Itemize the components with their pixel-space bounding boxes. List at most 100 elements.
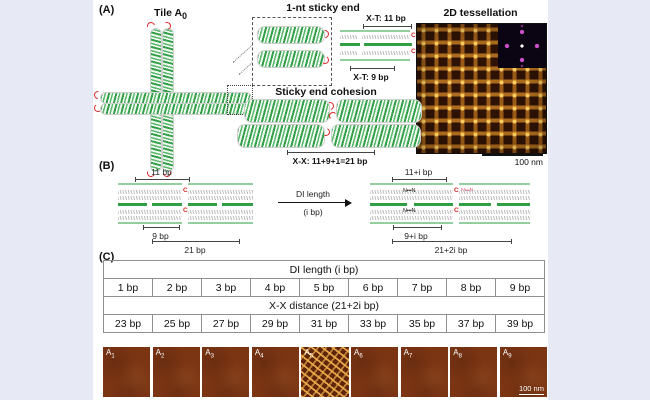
cohesion-title: Sticky end cohesion: [275, 86, 377, 98]
strand-block: [370, 183, 453, 224]
table-row-xx-header: X-X distance (21+2i bp): [103, 296, 545, 315]
arrow-shaft: [278, 202, 346, 203]
dna-strand-line: [370, 183, 453, 185]
tessellation-scale-label: 100 nm: [514, 157, 543, 167]
afm-tile-a5: A5: [301, 347, 349, 397]
cohesion-helix: [244, 99, 330, 123]
dna-strand-hatch: [188, 196, 253, 200]
dna-strand-hatch: [118, 196, 182, 200]
measure-9bp-bracket: [143, 225, 180, 230]
inset-helix: [257, 26, 325, 44]
strand-block: [118, 183, 182, 224]
dna-strand-hatch: [459, 196, 530, 200]
dna-strand-hatch: [118, 190, 182, 194]
strand-block: [459, 183, 530, 224]
dna-strand-bar: [364, 43, 412, 46]
dna-strand-line: [188, 183, 253, 185]
di-value-cell: 7 bp: [397, 278, 447, 297]
dna-strand-line: [118, 222, 182, 224]
di-header-cell: DI length (i bp): [103, 260, 545, 279]
measure-21bp-label: 21 bp: [184, 245, 206, 255]
di-n-dots: N•••N: [403, 188, 416, 194]
xx-header-cell: X-X distance (21+2i bp): [103, 296, 545, 315]
sticky-end-c: C: [183, 187, 188, 194]
cohesion-bracket: [287, 150, 375, 155]
xx-value-cell: 31 bp: [299, 314, 349, 333]
xx-value-cell: 39 bp: [495, 314, 545, 333]
dna-strand-hatch: [340, 51, 358, 55]
tessellation-scalebar: [482, 153, 543, 156]
sticky-end-hook: [329, 112, 337, 120]
xx-value-cell: 23 bp: [103, 314, 153, 333]
dna-strand-line: [340, 30, 410, 32]
dna-strand-hatch: [459, 210, 530, 214]
dna-strand-bar: [151, 203, 182, 206]
afm-tile-label: A8: [453, 348, 462, 360]
strand-block: [188, 183, 253, 224]
dna-strand-line: [370, 222, 453, 224]
di-n-dots: N•••N: [403, 208, 416, 214]
afm-tile-label: A7: [403, 348, 413, 360]
dna-strand-hatch: [188, 210, 253, 214]
xx-value-cell: 25 bp: [152, 314, 202, 333]
dna-strand-bar: [188, 203, 218, 206]
dna-strand-hatch: [340, 35, 358, 39]
afm-tile-a3: A3: [202, 347, 250, 397]
tile-a0-title: Tile A0: [143, 7, 198, 21]
afm-tile-a2: A2: [152, 347, 200, 397]
xx-value-cell: 33 bp: [348, 314, 398, 333]
dna-strand-hatch: [362, 51, 410, 55]
di-table: DI length (i bp) 1 bp 2 bp 3 bp 4 bp 5 b…: [103, 260, 545, 333]
tessellation-afm-image: [416, 23, 547, 154]
afm-tile-a9: A9 100 nm: [499, 347, 547, 397]
dna-strand-bar: [496, 203, 530, 206]
measure-21-2i-bracket: [392, 239, 512, 244]
sticky-end-c: C: [411, 48, 416, 55]
measure-9i-label: 9+i bp: [404, 231, 428, 241]
dna-strand-hatch: [370, 210, 453, 214]
dna-strand-line: [118, 183, 182, 185]
afm-tile-a6: A6: [351, 347, 399, 397]
measure-9i-bracket: [393, 225, 442, 230]
afm-tile-a4: A4: [251, 347, 299, 397]
sticky-end-c: C: [411, 32, 416, 39]
measure-9bp-label: 9 bp: [152, 231, 169, 241]
tile-a0-title-sub: 0: [182, 11, 187, 22]
measure-11i-label: 11+i bp: [404, 167, 433, 177]
dna-strand-hatch: [118, 210, 182, 214]
afm-tile-a8: A8: [450, 347, 498, 397]
panel-b-label: (B): [99, 160, 115, 172]
cohesion-helix: [331, 124, 421, 148]
di-value-cell: 4 bp: [250, 278, 300, 297]
afm-scale-label: 100 nm: [518, 384, 544, 395]
dna-strand-bar: [413, 203, 453, 206]
dna-strand-hatch: [370, 216, 453, 220]
dna-strand-hatch: [362, 35, 410, 39]
dna-strand-line: [188, 222, 253, 224]
xx-value-cell: 35 bp: [397, 314, 447, 333]
table-row-di-values: 1 bp 2 bp 3 bp 4 bp 5 bp 6 bp 7 bp 8 bp …: [103, 278, 545, 297]
xt-9bp-bracket: [350, 66, 395, 71]
sticky-end-c: C: [183, 207, 188, 214]
table-row-xx-values: 23 bp 25 bp 27 bp 29 bp 31 bp 33 bp 35 b…: [103, 314, 545, 333]
dna-strand-hatch: [370, 190, 453, 194]
di-value-cell: 9 bp: [495, 278, 545, 297]
dna-strand-hatch: [459, 190, 530, 194]
sticky-end-c: C: [454, 207, 459, 214]
dna-strand-hatch: [118, 216, 182, 220]
measure-21bp-bracket: [152, 239, 240, 244]
dna-strand-line: [340, 59, 410, 61]
table-row-di-header: DI length (i bp): [103, 260, 545, 279]
afm-tile-label: A5: [304, 348, 314, 360]
dna-strand-hatch: [188, 190, 253, 194]
dna-strand-bar: [118, 203, 147, 206]
xx-value-cell: 29 bp: [250, 314, 300, 333]
dna-strand-line: [459, 222, 530, 224]
di-value-cell: 5 bp: [299, 278, 349, 297]
di-value-cell: 2 bp: [152, 278, 202, 297]
measure-21-2i-label: 21+2i bp: [434, 245, 468, 255]
dna-strand-hatch: [370, 196, 453, 200]
afm-tile-a7: A7: [400, 347, 448, 397]
di-value-cell: 1 bp: [103, 278, 153, 297]
